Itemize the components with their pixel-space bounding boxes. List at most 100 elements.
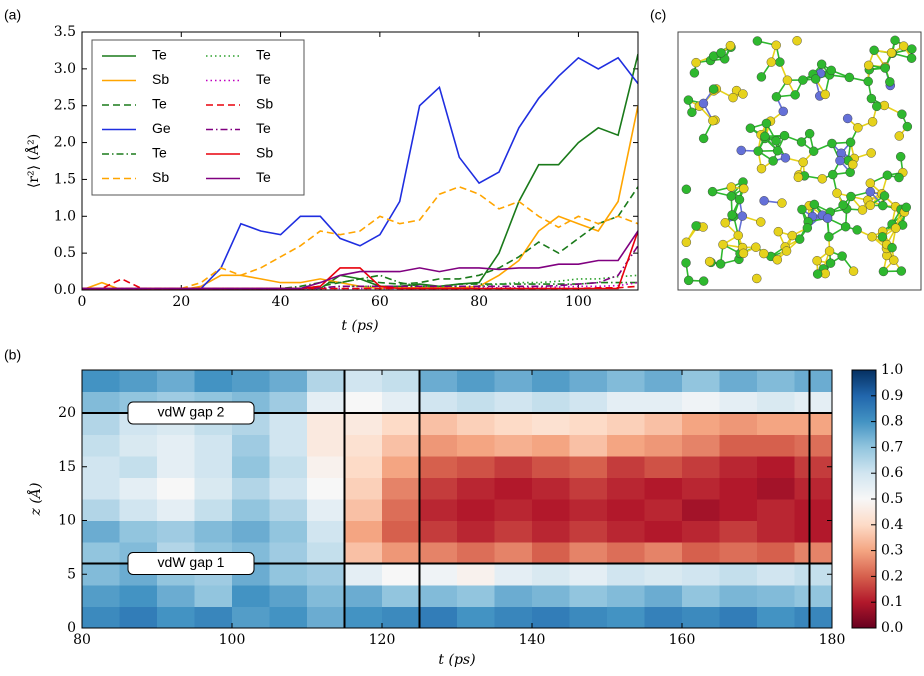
x-tick-label: 160 — [669, 632, 696, 648]
atom — [798, 76, 807, 85]
heat-cell — [607, 370, 645, 392]
heat-cell — [382, 521, 420, 543]
atom — [832, 189, 841, 198]
heat-cell — [532, 370, 570, 392]
heat-cell — [82, 435, 120, 457]
x-tick-label: 140 — [519, 632, 546, 648]
heat-cell — [757, 478, 795, 500]
heat-cell — [457, 564, 495, 586]
heat-cell — [420, 435, 458, 457]
heat-cell — [270, 478, 308, 500]
atom — [827, 66, 836, 75]
legend-label: Te — [256, 47, 271, 63]
x-axis-label: t (ps) — [438, 652, 475, 668]
y-tick-label: 1.5 — [54, 171, 76, 187]
atom — [708, 116, 717, 125]
atom — [692, 221, 701, 230]
heat-cell — [120, 499, 158, 521]
colorbar-tick-label: 0.1 — [881, 594, 903, 610]
y-tick-label: 5 — [67, 566, 76, 582]
atom — [848, 160, 857, 169]
heat-cell — [420, 499, 458, 521]
heat-cell — [757, 413, 795, 435]
heat-cell — [120, 456, 158, 478]
heat-cell — [345, 607, 383, 629]
atom — [858, 206, 867, 215]
colorbar-tick-label: 0.7 — [881, 439, 903, 455]
atom — [773, 255, 782, 264]
x-tick-label: 100 — [219, 632, 246, 648]
heat-cell — [532, 564, 570, 586]
heat-cell — [570, 370, 608, 392]
atom — [889, 256, 898, 265]
heat-cell — [495, 499, 533, 521]
heat-cell — [795, 456, 833, 478]
heat-cell — [307, 499, 345, 521]
y-axis-label: z (Å) — [26, 483, 44, 517]
heat-cell — [795, 392, 833, 414]
heat-cell — [607, 456, 645, 478]
y-tick-label: 0.5 — [54, 245, 76, 261]
heat-cell — [645, 499, 683, 521]
heat-cell — [457, 542, 495, 564]
atom — [759, 249, 768, 258]
heat-cell — [195, 456, 233, 478]
heat-cell — [682, 585, 720, 607]
atom — [821, 90, 830, 99]
atom — [760, 132, 769, 141]
x-tick-label: 120 — [369, 632, 396, 648]
heat-cell — [382, 499, 420, 521]
heat-cell — [195, 585, 233, 607]
heat-cell — [682, 370, 720, 392]
atom — [797, 137, 806, 146]
atom — [866, 179, 875, 188]
legend-label: Te — [256, 120, 271, 136]
atom — [738, 212, 747, 221]
legend-label: Ge — [152, 120, 171, 136]
heat-cell — [270, 607, 308, 629]
atom — [809, 147, 818, 156]
y-tick-label: 20 — [58, 405, 76, 421]
heat-cell — [532, 435, 570, 457]
heat-cell — [457, 499, 495, 521]
heat-cell — [345, 370, 383, 392]
heat-cell — [720, 607, 758, 629]
heat-cell — [307, 413, 345, 435]
heat-cell — [457, 585, 495, 607]
heat-cell — [345, 392, 383, 414]
atom — [791, 90, 800, 99]
heat-cell — [270, 392, 308, 414]
heat-cell — [232, 499, 270, 521]
heat-cell — [157, 478, 195, 500]
atom — [864, 61, 873, 70]
heat-cell — [645, 542, 683, 564]
heat-cell — [607, 435, 645, 457]
atom — [891, 36, 900, 45]
atom — [883, 171, 892, 180]
colorbar-tick-label: 0.4 — [881, 517, 903, 533]
atom — [782, 247, 791, 256]
heat-cell — [307, 521, 345, 543]
heat-cell — [682, 521, 720, 543]
heat-cell — [232, 370, 270, 392]
atom — [737, 146, 746, 155]
atom — [853, 225, 862, 234]
y-tick-label: 0 — [67, 620, 76, 636]
heat-cell — [645, 478, 683, 500]
heat-cell — [645, 456, 683, 478]
heat-cell — [382, 564, 420, 586]
heat-cell — [307, 564, 345, 586]
heat-cell — [570, 607, 608, 629]
heat-cell — [382, 478, 420, 500]
atom — [867, 94, 876, 103]
atom — [799, 158, 808, 167]
heat-cell — [232, 521, 270, 543]
atom — [757, 72, 766, 81]
heat-cell — [720, 392, 758, 414]
heat-cell — [495, 521, 533, 543]
y-tick-label: 15 — [58, 459, 76, 475]
heat-cell — [607, 564, 645, 586]
heat-cell — [270, 564, 308, 586]
y-tick-label: 2.5 — [54, 98, 76, 114]
atom — [708, 187, 717, 196]
